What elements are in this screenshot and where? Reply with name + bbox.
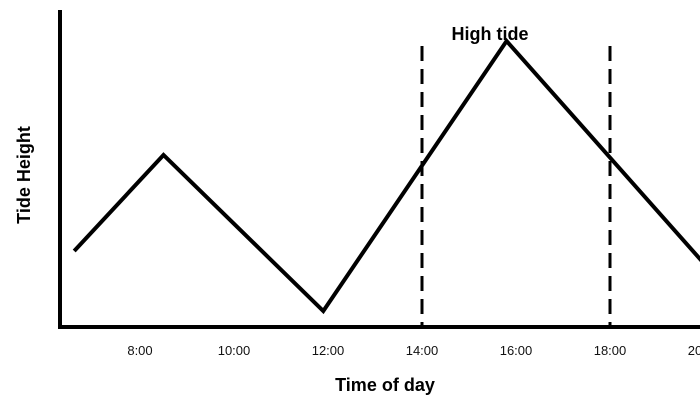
x-tick-label: 10:00 [218, 343, 251, 358]
x-tick-label: 18:00 [594, 343, 627, 358]
x-tick-label: 12:00 [312, 343, 345, 358]
x-tick-label: 20:00 [688, 343, 700, 358]
tide-line [72, 37, 700, 315]
y-axis-title: Tide Height [14, 126, 34, 224]
high-tide-label: High tide [452, 24, 529, 44]
x-tick-label: 14:00 [406, 343, 439, 358]
x-axis-title: Time of day [335, 375, 435, 395]
reference-lines [420, 46, 612, 327]
x-tick-labels: 8:00 10:00 12:00 14:00 16:00 18:00 20:00 [127, 343, 700, 358]
x-tick-label: 16:00 [500, 343, 533, 358]
x-tick-label: 8:00 [127, 343, 152, 358]
